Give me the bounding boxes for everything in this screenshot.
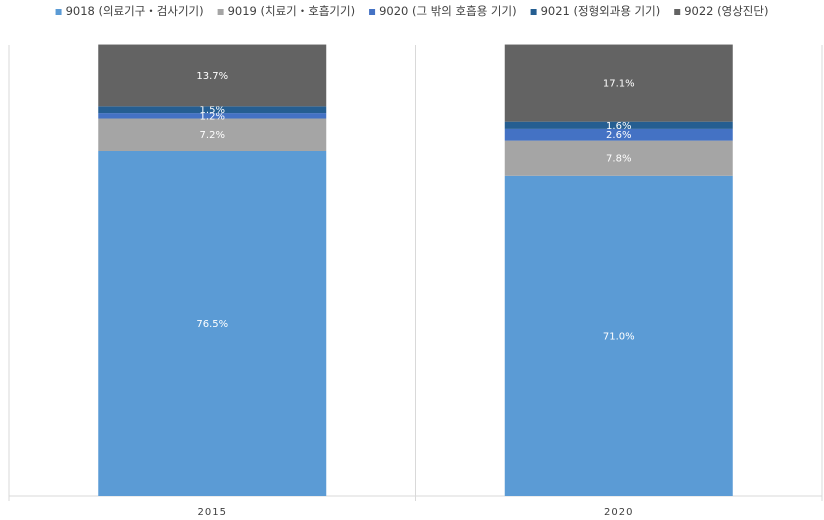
- bar-segment: [504, 44, 733, 122]
- data-label: 13.7%: [196, 71, 228, 82]
- bar-segment: [98, 106, 327, 114]
- plot-area: 76.5%7.2%1.2%1.5%13.7%201571.0%7.8%2.6%1…: [8, 44, 823, 518]
- data-label: 7.8%: [606, 154, 631, 165]
- data-label: 7.2%: [200, 130, 225, 141]
- legend: 9018 (의료기구・검사기기) 9019 (치료기・호흡기기) 9020 (그 밖…: [55, 4, 768, 18]
- legend-swatch: [369, 9, 376, 15]
- bar-segment: [504, 128, 733, 141]
- legend-item: 9022 (영상진단): [674, 4, 768, 18]
- bar-segment: [504, 121, 733, 129]
- legend-swatch: [530, 9, 537, 15]
- data-label: 2.6%: [606, 130, 631, 141]
- bar-segment: [98, 113, 327, 119]
- data-label: 1.2%: [200, 111, 225, 122]
- legend-label: 9022 (영상진단): [684, 4, 768, 18]
- data-label: 1.5%: [200, 105, 225, 116]
- bar-segment: [504, 175, 733, 497]
- x-tick-label: 2015: [198, 507, 227, 518]
- data-label: 76.5%: [196, 319, 228, 330]
- legend-label: 9019 (치료기・호흡기기): [228, 4, 355, 18]
- bar-segment: [98, 118, 327, 151]
- bar-segment: [504, 140, 733, 176]
- bar-segment: [98, 150, 327, 497]
- legend-item: 9020 (그 밖의 호흡용 기기): [369, 4, 517, 18]
- bar-segment: [98, 44, 327, 107]
- legend-swatch: [55, 9, 62, 15]
- data-label: 71.0%: [603, 331, 635, 342]
- data-label: 17.1%: [603, 79, 635, 90]
- data-label: 1.6%: [606, 121, 631, 132]
- legend-item: 9021 (정형외과용 기기): [530, 4, 661, 18]
- legend-swatch: [674, 9, 681, 15]
- legend-label: 9018 (의료기구・검사기기): [66, 4, 204, 18]
- x-tick-label: 2020: [604, 507, 633, 518]
- legend-item: 9019 (치료기・호흡기기): [217, 4, 355, 18]
- legend-label: 9020 (그 밖의 호흡용 기기): [379, 4, 517, 18]
- legend-item: 9018 (의료기구・검사기기): [55, 4, 204, 18]
- legend-swatch: [217, 9, 224, 15]
- legend-label: 9021 (정형외과용 기기): [541, 4, 661, 18]
